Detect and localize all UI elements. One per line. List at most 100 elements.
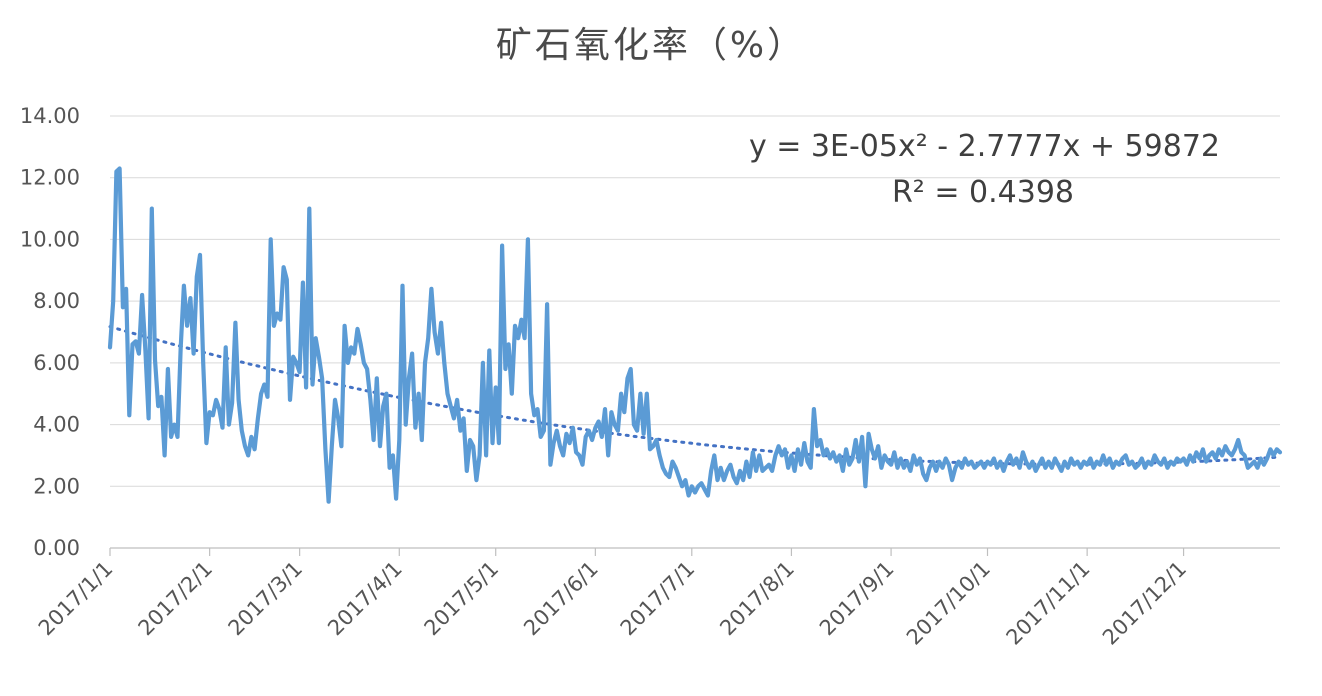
data-point <box>141 294 144 297</box>
data-point <box>973 466 976 469</box>
data-point <box>366 368 369 371</box>
x-tick-label: 2017/4/1 <box>323 557 407 641</box>
data-point <box>1089 457 1092 460</box>
data-point <box>555 429 558 432</box>
data-point <box>121 306 124 309</box>
data-point <box>957 460 960 463</box>
data-point <box>893 451 896 454</box>
data-point <box>176 435 179 438</box>
x-tick-label: 2017/6/1 <box>519 557 603 641</box>
data-point <box>1118 463 1121 466</box>
data-point <box>327 500 330 503</box>
data-point <box>1099 463 1102 466</box>
data-point <box>1172 463 1175 466</box>
data-point <box>838 454 841 457</box>
data-point <box>1217 448 1220 451</box>
data-point <box>1279 451 1282 454</box>
data-point <box>816 445 819 448</box>
data-point <box>199 253 202 256</box>
data-point <box>481 361 484 364</box>
data-point <box>976 463 979 466</box>
data-point <box>629 368 632 371</box>
data-point <box>562 454 565 457</box>
data-point <box>411 352 414 355</box>
data-point <box>1073 463 1076 466</box>
data-point <box>915 463 918 466</box>
data-point <box>1250 463 1253 466</box>
data-point <box>620 392 623 395</box>
y-tick-label: 2.00 <box>33 474 80 498</box>
data-point <box>346 361 349 364</box>
data-point <box>964 457 967 460</box>
data-point <box>604 408 607 411</box>
data-point <box>568 442 571 445</box>
data-point <box>841 469 844 472</box>
data-point <box>488 349 491 352</box>
data-point <box>520 318 523 321</box>
data-point <box>1121 457 1124 460</box>
data-point <box>1192 460 1195 463</box>
data-point <box>594 426 597 429</box>
data-point <box>208 411 211 414</box>
data-point <box>1124 454 1127 457</box>
data-point <box>227 423 230 426</box>
data-point <box>1201 448 1204 451</box>
x-tick-label: 2017/10/1 <box>902 557 995 650</box>
data-point <box>784 448 787 451</box>
data-point <box>109 346 112 349</box>
data-point <box>1012 463 1015 466</box>
data-point <box>125 287 128 290</box>
data-point <box>359 343 362 346</box>
data-point <box>179 346 182 349</box>
data-point <box>404 423 407 426</box>
data-point <box>668 476 671 479</box>
data-point <box>941 466 944 469</box>
data-point <box>202 361 205 364</box>
data-point <box>279 318 282 321</box>
data-point <box>694 491 697 494</box>
data-point <box>542 429 545 432</box>
data-point <box>1095 460 1098 463</box>
data-point <box>1275 448 1278 451</box>
data-point <box>1230 454 1233 457</box>
data-point <box>790 454 793 457</box>
data-point <box>719 466 722 469</box>
data-point <box>755 469 758 472</box>
data-point <box>1253 460 1256 463</box>
data-point <box>1054 457 1057 460</box>
data-point <box>874 457 877 460</box>
data-point <box>1079 466 1082 469</box>
data-point <box>700 482 703 485</box>
data-point <box>970 460 973 463</box>
trendline-r-squared: R² = 0.4398 <box>892 175 1074 210</box>
data-point <box>1240 451 1243 454</box>
data-point <box>857 460 860 463</box>
data-point <box>951 479 954 482</box>
data-point <box>652 445 655 448</box>
y-tick-label: 14.00 <box>20 104 80 128</box>
data-point <box>565 432 568 435</box>
y-tick-label: 12.00 <box>20 166 80 190</box>
data-point <box>1269 448 1272 451</box>
data-point <box>935 469 938 472</box>
data-point <box>1137 463 1140 466</box>
data-point <box>427 337 430 340</box>
data-point <box>960 466 963 469</box>
data-point <box>890 463 893 466</box>
data-point <box>938 460 941 463</box>
data-point <box>317 355 320 358</box>
data-point <box>147 417 150 420</box>
data-point <box>398 439 401 442</box>
data-point <box>1102 454 1105 457</box>
data-point <box>690 485 693 488</box>
data-point <box>1005 460 1008 463</box>
data-point <box>491 442 494 445</box>
data-point <box>575 451 578 454</box>
x-tick-label: 2017/3/1 <box>224 557 308 641</box>
data-point <box>192 352 195 355</box>
data-point <box>739 469 742 472</box>
data-point <box>112 300 115 303</box>
data-points <box>109 167 1282 503</box>
data-point <box>276 312 279 315</box>
